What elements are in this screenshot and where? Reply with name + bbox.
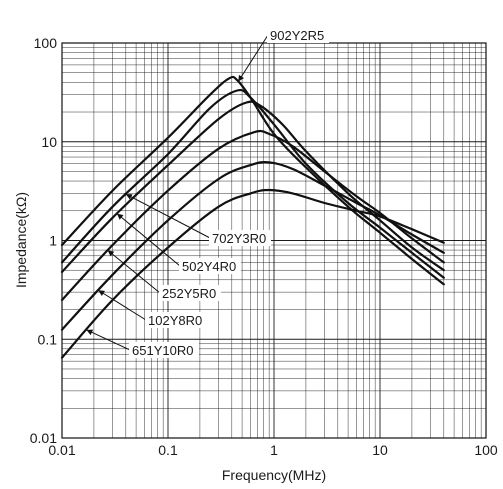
leader-arrow (86, 329, 94, 336)
label-background (179, 258, 241, 274)
series-label-651Y10R0: 651Y10R0 (86, 329, 199, 358)
series-label-text: 651Y10R0 (132, 343, 193, 358)
tick-labels: 0.01 0.1 1 10 100 0.01 0.1 1 10 100 (30, 35, 498, 458)
leader-line (98, 289, 147, 321)
series-label-text: 502Y4R0 (182, 259, 236, 274)
leader-arrow (116, 213, 124, 220)
y-tick-label: 0.1 (38, 331, 58, 347)
series-label-text: 102Y8R0 (148, 313, 202, 328)
leader-line (125, 193, 211, 239)
leader-arrow (238, 74, 245, 82)
leader-arrow (98, 290, 105, 296)
leader-arrow (107, 250, 115, 257)
y-tick-label: 0.01 (30, 430, 57, 446)
series-label-702Y3R0: 702Y3R0 (125, 193, 271, 246)
x-tick-label: 10 (372, 442, 388, 458)
label-background (159, 285, 221, 301)
series-label-text: 702Y3R0 (212, 231, 266, 246)
series-curves (60, 75, 445, 359)
series-line-651Y10R0 (60, 188, 445, 359)
series-label-text: 252Y5R0 (162, 286, 216, 301)
series-label-text: 902Y2R5 (270, 28, 324, 43)
series-line-502Y4R0 (60, 100, 445, 274)
series-line-252Y5R0 (60, 129, 445, 302)
leader-line (107, 249, 161, 294)
label-background (209, 230, 271, 246)
y-tick-label: 100 (34, 35, 58, 51)
series-label-102Y8R0: 102Y8R0 (98, 289, 207, 328)
label-background (145, 312, 207, 328)
y-tick-label: 10 (41, 134, 57, 150)
series-label-502Y4R0: 502Y4R0 (116, 213, 241, 274)
series-labels: 902Y2R5 702Y3R0 502Y4R0 252Y5R0 102Y8R0 651Y1… (86, 27, 329, 358)
leader-line (237, 34, 269, 82)
series-label-252Y5R0: 252Y5R0 (107, 249, 221, 301)
leader-line (86, 329, 131, 351)
series-line-902Y2R5 (60, 75, 445, 286)
y-tick-label: 1 (49, 233, 57, 249)
x-tick-label: 100 (474, 442, 498, 458)
y-axis-title: Impedance(kΩ) (13, 192, 29, 288)
x-tick-label: 1 (270, 442, 278, 458)
label-background (267, 27, 329, 43)
leader-arrow (125, 194, 133, 200)
label-background (129, 342, 199, 358)
x-tick-label: 0.01 (48, 442, 75, 458)
x-axis-title: Frequency(MHz) (222, 467, 326, 483)
series-label-902Y2R5: 902Y2R5 (237, 27, 329, 82)
x-tick-label: 0.1 (158, 442, 178, 458)
leader-line (116, 213, 181, 267)
